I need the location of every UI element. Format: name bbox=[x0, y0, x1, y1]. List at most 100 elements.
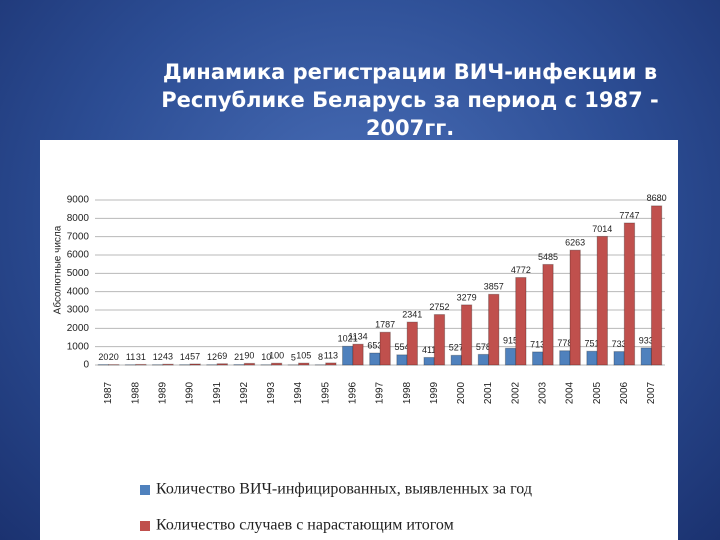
value-label: 578 bbox=[476, 342, 491, 352]
y-tick-label: 7000 bbox=[67, 231, 90, 242]
value-label: 8 bbox=[318, 352, 323, 362]
value-label: 10 bbox=[261, 352, 271, 362]
bar bbox=[586, 350, 598, 366]
x-tick-label: 1988 bbox=[130, 381, 141, 404]
x-tick-label: 1999 bbox=[429, 381, 440, 404]
bar bbox=[396, 354, 408, 366]
value-label: 1134 bbox=[348, 332, 367, 342]
value-label: 20 bbox=[98, 352, 108, 362]
value-label: 43 bbox=[163, 352, 173, 362]
x-tick-label: 1993 bbox=[266, 381, 277, 404]
value-label: 21 bbox=[234, 352, 244, 362]
x-tick-label: 2005 bbox=[592, 381, 603, 404]
y-tick-label: 5000 bbox=[67, 268, 90, 279]
bar bbox=[504, 347, 517, 366]
bar bbox=[477, 353, 490, 366]
bar bbox=[450, 354, 462, 366]
value-label: 11 bbox=[126, 352, 135, 362]
x-tick-label: 1994 bbox=[293, 381, 304, 404]
bar bbox=[460, 304, 473, 366]
value-label: 653 bbox=[367, 340, 382, 350]
x-tick-label: 1997 bbox=[375, 381, 386, 404]
x-tick-label: 1998 bbox=[402, 381, 413, 404]
bar bbox=[270, 362, 283, 366]
bar bbox=[596, 235, 608, 366]
value-label: 57 bbox=[190, 351, 200, 361]
bar bbox=[135, 363, 147, 366]
value-label: 8680 bbox=[647, 193, 667, 203]
legend-swatch bbox=[140, 485, 150, 495]
value-label: 527 bbox=[449, 343, 464, 353]
bar bbox=[650, 205, 663, 366]
value-label: 20 bbox=[109, 352, 119, 362]
x-tick-label: 1987 bbox=[103, 381, 114, 404]
y-tick-label: 1000 bbox=[67, 341, 90, 352]
x-tick-label: 2000 bbox=[456, 381, 467, 404]
value-label: 1021 bbox=[338, 334, 358, 344]
value-label: 90 bbox=[244, 351, 254, 361]
value-label: 113 bbox=[324, 350, 338, 360]
x-tick-label: 1990 bbox=[185, 381, 196, 404]
x-tick-label: 2003 bbox=[537, 381, 548, 404]
x-tick-label: 1989 bbox=[157, 381, 168, 404]
value-label: 12 bbox=[207, 352, 217, 362]
y-tick-label: 0 bbox=[83, 360, 89, 371]
value-label: 5485 bbox=[538, 252, 558, 262]
bar bbox=[488, 293, 500, 366]
value-label: 7014 bbox=[592, 224, 612, 234]
legend-label: Количество случаев с нарастающим итогом bbox=[156, 517, 454, 534]
x-tick-label: 2004 bbox=[565, 381, 576, 404]
x-tick-label: 1995 bbox=[320, 381, 331, 404]
value-label: 3279 bbox=[457, 292, 477, 302]
bar bbox=[216, 363, 228, 366]
bar bbox=[342, 345, 354, 366]
value-label: 7747 bbox=[619, 210, 639, 220]
bar bbox=[423, 356, 435, 366]
value-label: 411 bbox=[422, 345, 436, 355]
value-label: 3857 bbox=[484, 282, 504, 292]
value-label: 31 bbox=[136, 352, 146, 362]
y-tick-label: 4000 bbox=[67, 286, 90, 297]
x-tick-label: 2002 bbox=[510, 381, 521, 404]
value-label: 554 bbox=[394, 342, 409, 352]
bar bbox=[623, 222, 636, 366]
bar bbox=[162, 363, 174, 366]
x-tick-label: 2001 bbox=[483, 381, 494, 404]
bar bbox=[640, 347, 652, 366]
bar bbox=[532, 351, 544, 366]
legend-swatch bbox=[140, 521, 150, 531]
bar bbox=[189, 363, 201, 366]
bar bbox=[433, 314, 446, 366]
y-tick-label: 9000 bbox=[67, 195, 90, 206]
x-tick-label: 2006 bbox=[619, 381, 630, 404]
value-label: 4772 bbox=[511, 265, 531, 275]
x-tick-label: 1992 bbox=[239, 381, 250, 404]
y-tick-label: 2000 bbox=[67, 323, 90, 334]
value-label: 2341 bbox=[402, 309, 422, 319]
value-label: 933 bbox=[639, 335, 654, 345]
value-label: 105 bbox=[296, 350, 311, 360]
y-tick-label: 6000 bbox=[67, 250, 90, 261]
value-label: 751 bbox=[584, 339, 599, 349]
y-axis-title: Абсолютные числа bbox=[52, 225, 64, 314]
bar bbox=[379, 331, 391, 366]
value-label: 69 bbox=[217, 351, 227, 361]
value-label: 14 bbox=[180, 352, 190, 362]
value-label: 12 bbox=[153, 352, 163, 362]
value-label: 6263 bbox=[565, 238, 585, 248]
bar bbox=[542, 263, 554, 366]
legend-label: Количество ВИЧ-инфицированных, выявленны… bbox=[156, 481, 532, 498]
x-tick-label: 2007 bbox=[646, 381, 657, 404]
bar bbox=[613, 351, 625, 366]
bar bbox=[515, 277, 527, 366]
value-label: 2752 bbox=[429, 302, 449, 312]
x-tick-label: 1996 bbox=[347, 381, 358, 404]
bar bbox=[369, 352, 381, 366]
bar bbox=[559, 350, 571, 366]
value-label: 778 bbox=[557, 338, 572, 348]
chart-title: Динамика регистрации ВИЧ-инфекции в Респ… bbox=[161, 60, 659, 140]
bar bbox=[569, 249, 581, 366]
value-label: 100 bbox=[269, 351, 284, 361]
